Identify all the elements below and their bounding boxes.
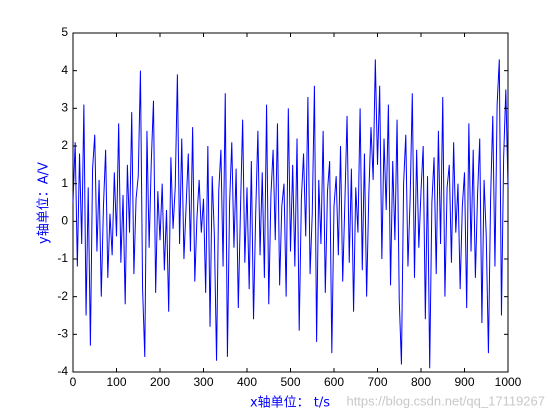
x-axis-label: x轴单位： t/s <box>250 396 330 411</box>
y-tick-label: 0 <box>61 214 68 228</box>
y-tick-label: 2 <box>61 138 68 152</box>
y-tick-label: -2 <box>57 289 68 303</box>
x-tick-label: 1000 <box>495 375 522 389</box>
x-tick-label: 200 <box>150 375 170 389</box>
y-tick-label: 4 <box>61 63 68 77</box>
y-tick-label: 5 <box>61 25 68 39</box>
y-tick-label: -1 <box>57 251 68 265</box>
x-tick-label: 900 <box>454 375 474 389</box>
x-tick-label: 0 <box>70 375 77 389</box>
x-tick-label: 600 <box>324 375 344 389</box>
x-tick-label: 400 <box>237 375 257 389</box>
y-tick-label: -4 <box>57 364 68 378</box>
watermark: https://blog.csdn.net/qq_17119267 <box>346 393 545 408</box>
y-axis-label: y轴单位：A/V <box>37 162 52 244</box>
x-tick-label: 300 <box>193 375 213 389</box>
y-tick-label: 1 <box>61 176 68 190</box>
y-tick-label: 3 <box>61 101 68 115</box>
axes-box <box>72 32 509 373</box>
x-tick-label: 800 <box>411 375 431 389</box>
x-tick-label: 700 <box>367 375 387 389</box>
data-line <box>72 59 509 369</box>
x-tick-label: 100 <box>106 375 126 389</box>
y-tick-label: -3 <box>57 327 68 341</box>
x-tick-label: 500 <box>280 375 300 389</box>
